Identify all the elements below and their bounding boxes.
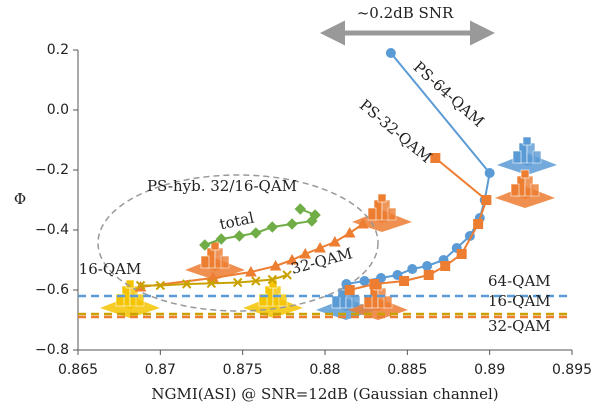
point: [266, 221, 279, 233]
point: [456, 249, 467, 259]
y-tick-label: −0.6: [35, 282, 69, 298]
point: [399, 276, 410, 286]
reference-label: 32-QAM: [488, 317, 551, 335]
point: [294, 203, 307, 215]
x-tick-label: 0.88: [309, 362, 340, 378]
point: [440, 261, 451, 271]
series-label: 16-QAM: [79, 260, 142, 278]
point: [286, 253, 298, 265]
histogram-icon: [243, 279, 303, 318]
point: [329, 235, 341, 247]
group-ellipse: [97, 174, 379, 312]
point: [215, 233, 227, 245]
point: [484, 168, 495, 178]
point: [359, 276, 370, 286]
series-label: PS-32-QAM: [356, 96, 435, 167]
decorations: [97, 20, 557, 320]
point: [481, 195, 492, 205]
x-tick-label: 0.87: [145, 362, 176, 378]
point: [357, 217, 369, 229]
series-line: [346, 52, 491, 285]
point: [206, 278, 217, 289]
point: [343, 226, 356, 238]
x-tick-label: 0.895: [552, 362, 592, 378]
x-tick-label: 0.885: [387, 362, 427, 378]
point: [299, 247, 312, 259]
series-label: PS-64-QAM: [410, 58, 488, 131]
point: [282, 270, 292, 280]
point: [473, 219, 484, 229]
point: [250, 227, 262, 239]
point: [407, 264, 418, 274]
reference-label: 16-QAM: [488, 292, 551, 310]
point: [369, 279, 380, 289]
point: [135, 280, 146, 291]
point: [181, 279, 192, 289]
reference-label: 64-QAM: [488, 272, 551, 290]
point: [423, 270, 434, 280]
x-tick-label: 0.865: [58, 362, 98, 378]
point: [245, 265, 257, 277]
y-tick-label: −0.2: [35, 162, 69, 178]
x-axis-label: NGMI(ASI) @ SNR=12dB (Gaussian channel): [151, 385, 498, 403]
point: [233, 230, 246, 242]
series-line: [140, 274, 288, 287]
histogram-icon: [495, 169, 555, 208]
point: [314, 241, 326, 253]
y-tick-label: 0.2: [47, 42, 69, 58]
point: [344, 285, 355, 295]
y-tick-label: −0.8: [35, 342, 69, 358]
y-tick-label: 0.0: [47, 102, 69, 118]
point: [155, 280, 166, 291]
y-axis-label: Φ: [14, 190, 26, 208]
point: [286, 218, 298, 230]
point: [251, 276, 261, 286]
x-tick-label: 0.89: [474, 362, 505, 378]
x-tick-label: 0.875: [223, 362, 263, 378]
point: [199, 239, 211, 251]
y-tick-label: −0.4: [35, 222, 69, 238]
point: [309, 209, 321, 221]
histogram-icon: [497, 136, 557, 175]
point: [422, 261, 433, 271]
series-line: [140, 223, 364, 288]
point: [385, 48, 396, 58]
annotation: PS-hyb. 32/16-QAM: [147, 177, 297, 195]
series-label: total: [218, 209, 256, 234]
point: [233, 277, 243, 288]
point: [269, 259, 282, 271]
annotation: ~0.2dB SNR: [357, 4, 454, 22]
point: [267, 274, 278, 285]
point: [430, 153, 441, 163]
